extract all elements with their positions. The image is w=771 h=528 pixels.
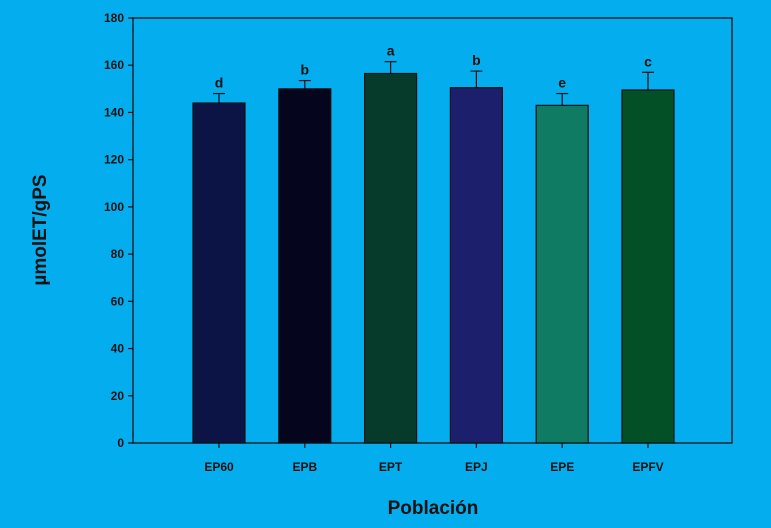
bar xyxy=(449,87,503,444)
bar xyxy=(278,88,332,444)
significance-label: e xyxy=(558,75,566,91)
bar xyxy=(535,104,589,444)
bar xyxy=(364,72,418,444)
y-tick-label: 40 xyxy=(111,342,125,356)
y-tick-label: 0 xyxy=(117,436,124,450)
y-tick-label: 80 xyxy=(111,247,125,261)
x-tick-label: EPFV xyxy=(632,460,663,474)
y-tick-label: 140 xyxy=(104,105,124,119)
y-tick-label: 60 xyxy=(111,294,125,308)
y-tick-label: 20 xyxy=(111,389,125,403)
y-tick-label: 180 xyxy=(104,11,124,25)
bar xyxy=(621,89,675,444)
y-tick-label: 160 xyxy=(104,58,124,72)
significance-label: b xyxy=(301,62,310,78)
plot-area: 0 20 40 60 80 100 120 140 160 180 d EP60 b EPB a EPT b EP… xyxy=(104,11,733,474)
x-tick-label: EPT xyxy=(379,460,403,474)
x-tick-label: EPE xyxy=(550,460,574,474)
x-axis-title: Población xyxy=(388,498,479,519)
significance-label: d xyxy=(215,75,224,91)
plot-frame xyxy=(132,17,733,444)
x-tick-label: EP60 xyxy=(204,460,234,474)
significance-label: c xyxy=(644,53,652,69)
y-tick-label: 120 xyxy=(104,153,124,167)
y-tick-label: 100 xyxy=(104,200,124,214)
y-axis-title: µmolET/gPS xyxy=(30,174,51,285)
x-tick-label: EPB xyxy=(292,460,317,474)
x-tick-label: EPJ xyxy=(465,460,488,474)
significance-label: a xyxy=(387,43,395,59)
bar xyxy=(192,102,246,444)
significance-label: b xyxy=(472,52,481,68)
